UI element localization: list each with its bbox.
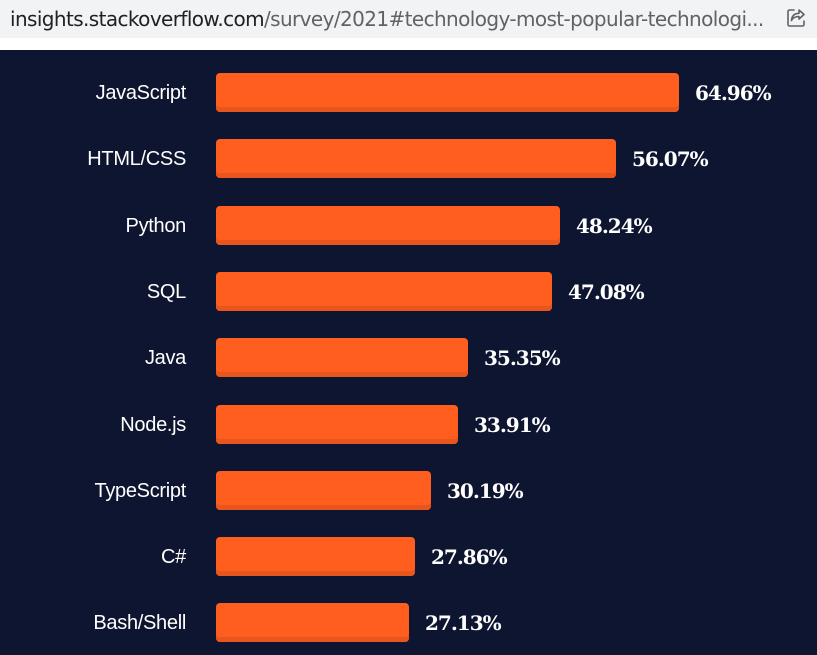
bar[interactable] (216, 338, 468, 377)
category-label: HTML/CSS (87, 148, 186, 170)
url-host: insights.stackoverflow.com (10, 7, 265, 31)
bar-chart: JavaScript 64.96% HTML/CSS 56.07% Python 48.2… (0, 50, 817, 655)
category-label: Python (125, 215, 187, 237)
value-label: 64.96% (695, 81, 772, 105)
bar[interactable] (216, 206, 560, 245)
value-label: 27.86% (431, 545, 508, 569)
chart-row: JavaScript 64.96% (0, 73, 817, 113)
chart-row: HTML/CSS 56.07% (0, 139, 817, 179)
chart-row: Java 35.35% (0, 338, 817, 378)
bar[interactable] (216, 537, 415, 576)
value-label: 35.35% (484, 346, 561, 370)
category-label: SQL (146, 281, 186, 303)
value-label: 33.91% (474, 413, 551, 437)
category-label: Node.js (120, 414, 186, 436)
url-text[interactable]: insights.stackoverflow.com/survey/2021#t… (10, 6, 764, 32)
address-bar[interactable]: insights.stackoverflow.com/survey/2021#t… (0, 0, 817, 38)
share-icon[interactable] (784, 6, 808, 30)
chart-row: Node.js 33.91% (0, 405, 817, 445)
category-label: Bash/Shell (93, 612, 186, 634)
chart-row: SQL 47.08% (0, 272, 817, 312)
value-label: 56.07% (632, 147, 709, 171)
value-label: 27.13% (425, 611, 502, 635)
chart-row: Bash/Shell 27.13% (0, 603, 817, 643)
bar[interactable] (216, 73, 679, 112)
chart-row: Python 48.24% (0, 206, 817, 246)
category-label: Java (144, 347, 186, 369)
bar[interactable] (216, 471, 431, 510)
bar[interactable] (216, 139, 616, 178)
chart-row: TypeScript 30.19% (0, 471, 817, 511)
value-label: 47.08% (568, 280, 645, 304)
category-label: C# (161, 546, 186, 568)
category-label: JavaScript (95, 82, 187, 104)
chart-row: C# 27.86% (0, 537, 817, 577)
value-label: 30.19% (447, 479, 524, 503)
url-path: /survey/2021#technology-most-popular-tec… (264, 7, 764, 31)
page-gap (0, 38, 817, 50)
bar[interactable] (216, 272, 552, 311)
bar[interactable] (216, 405, 458, 444)
value-label: 48.24% (576, 214, 653, 238)
bar[interactable] (216, 603, 409, 642)
category-label: TypeScript (94, 480, 187, 502)
